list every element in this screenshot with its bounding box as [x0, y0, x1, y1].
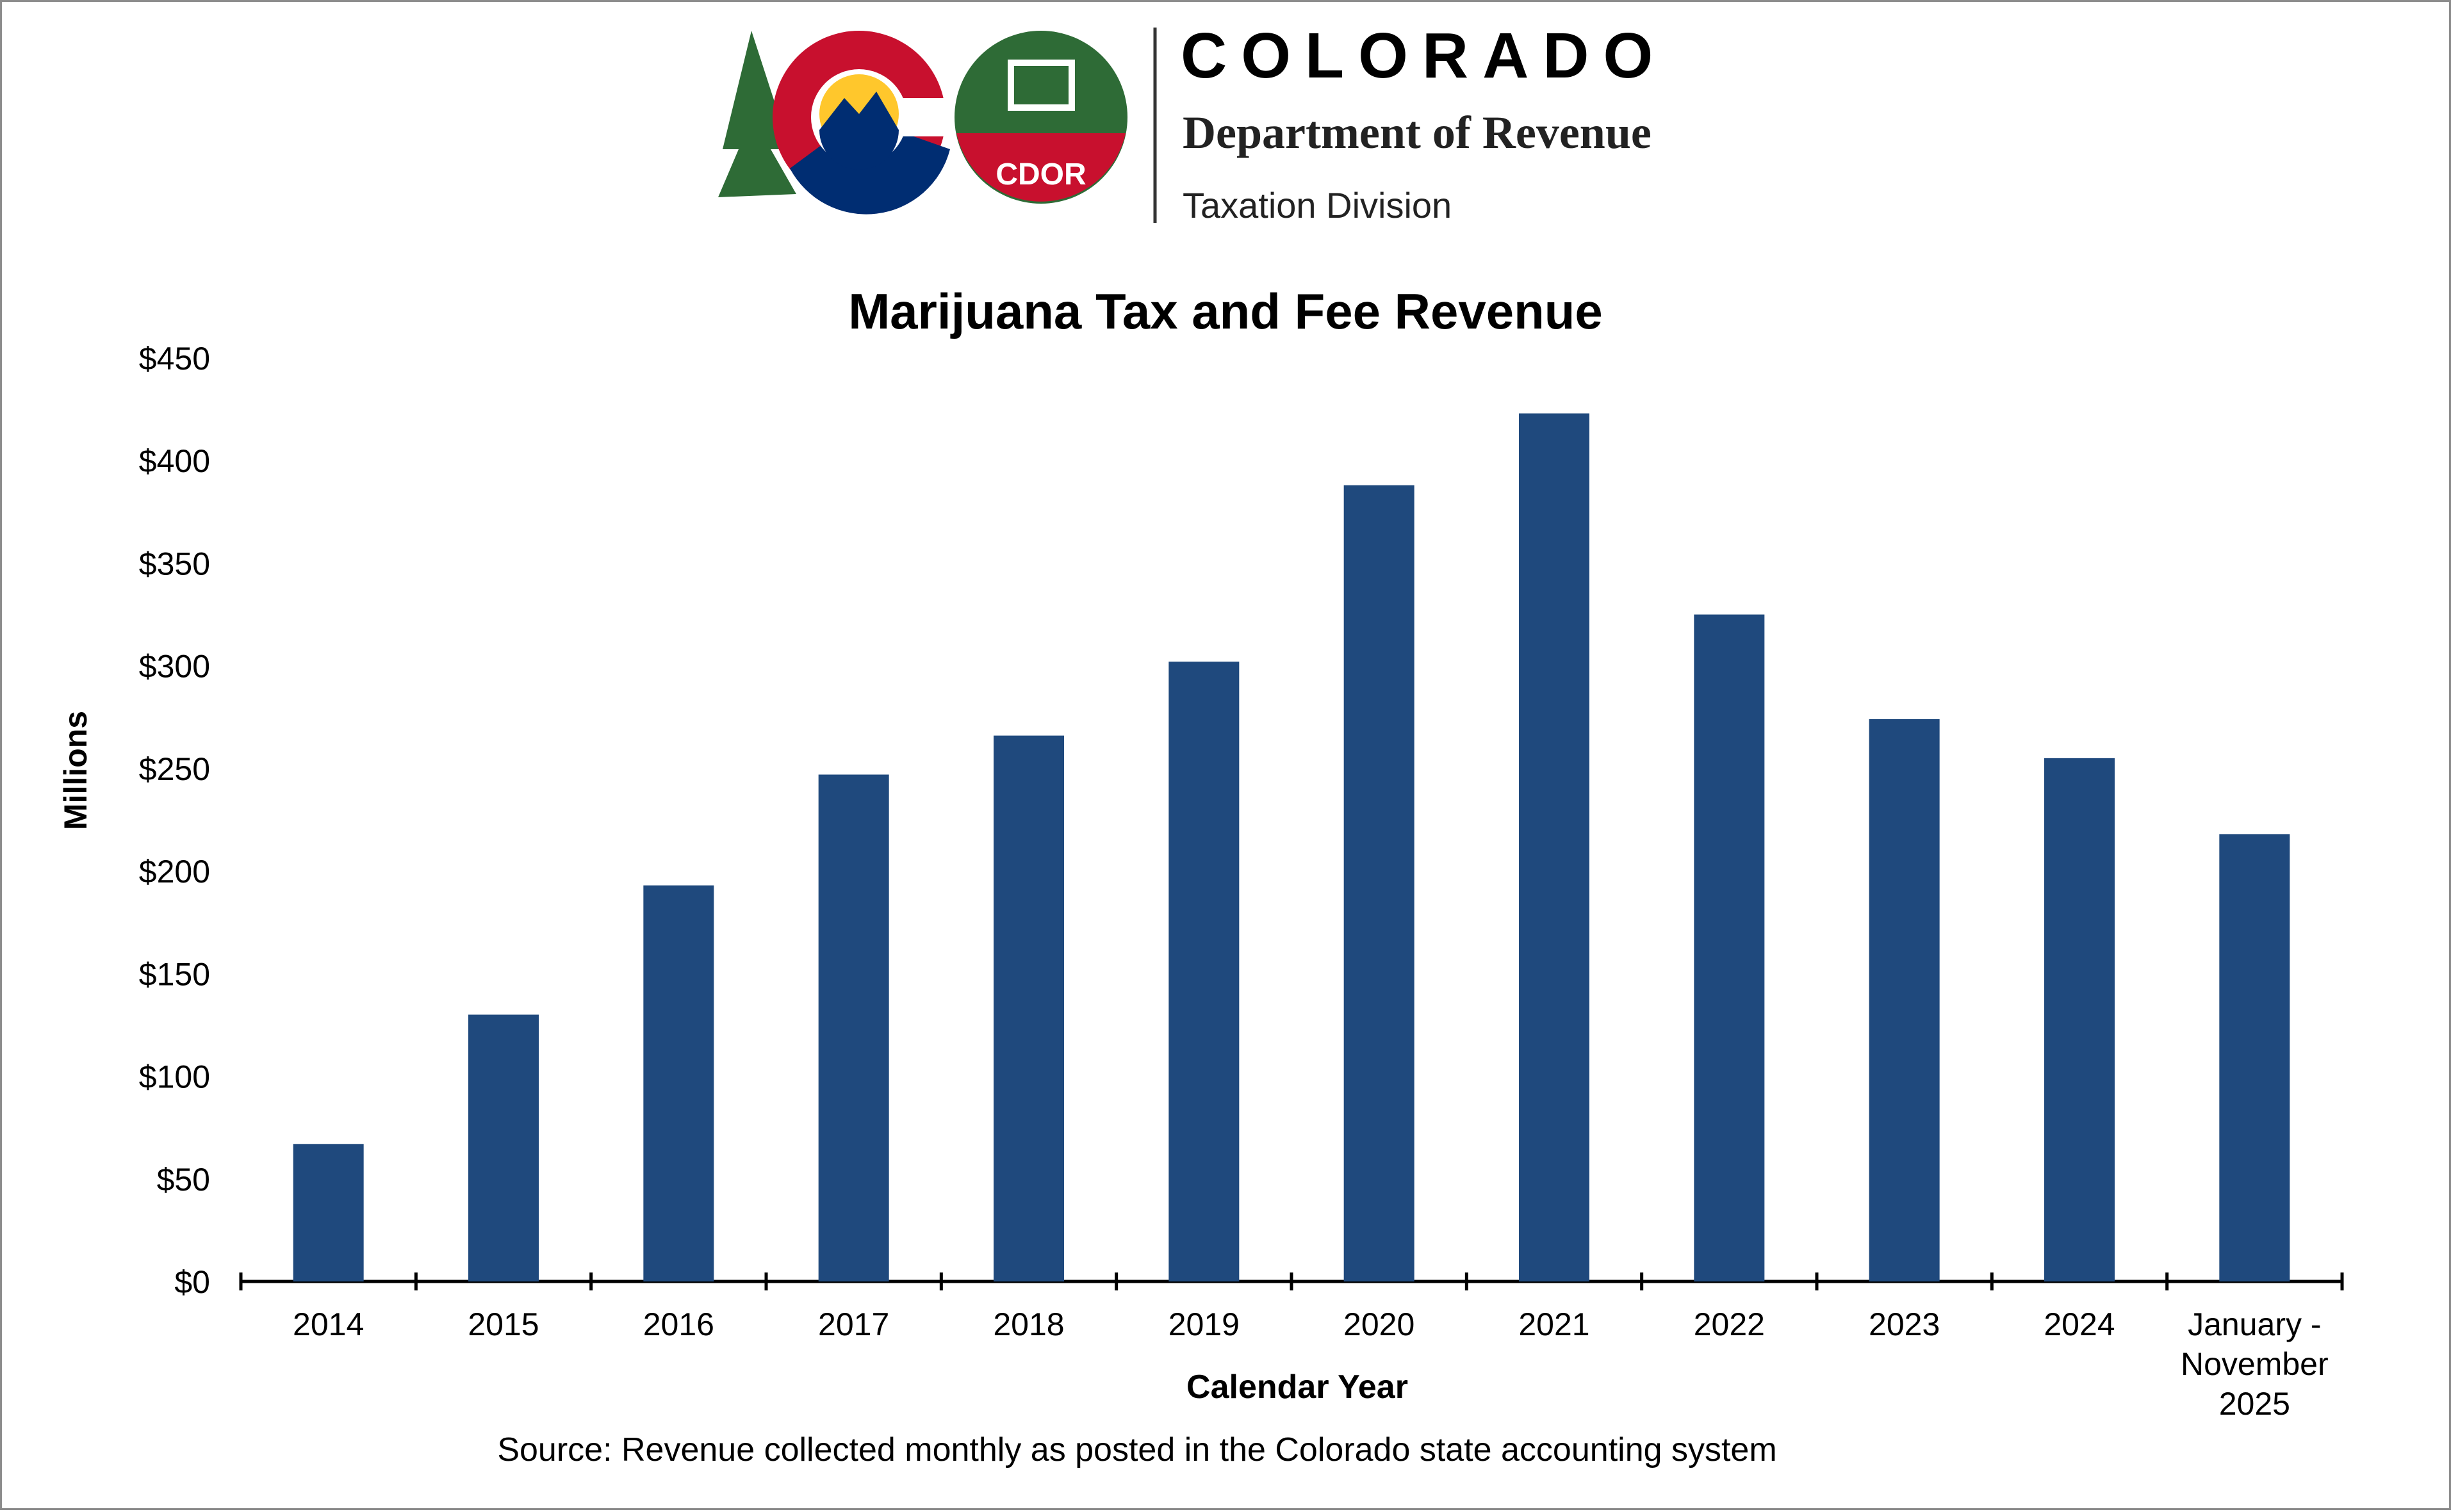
x-tick-label: 2015 [468, 1306, 539, 1342]
y-tick-label: $0 [174, 1264, 210, 1300]
bar-2014 [293, 1144, 364, 1281]
department-name: Department of Revenue [1183, 107, 1652, 158]
y-tick-label: $250 [139, 751, 210, 787]
bar-2018 [994, 735, 1064, 1281]
bar-2021 [1519, 413, 1589, 1281]
cdor-badge-text: CDOR [996, 158, 1086, 191]
y-axis-label: Millions [58, 711, 94, 830]
cdor-seal: CDOR [955, 31, 1127, 204]
x-tick-label-line: 2024 [2044, 1306, 2115, 1342]
x-tick-label-line: 2022 [1694, 1306, 1765, 1342]
x-tick-label-line: 2019 [1168, 1306, 1240, 1342]
x-axis-label: Calendar Year [1186, 1369, 1408, 1406]
x-tick-label: 2018 [993, 1306, 1064, 1342]
colorado-wordmark: COLORADO [1181, 20, 1667, 92]
y-tick-label: $450 [139, 341, 210, 377]
x-tick-label-line: 2015 [468, 1306, 539, 1342]
x-tick-label-line: 2021 [1518, 1306, 1589, 1342]
bar-2024 [2044, 758, 2115, 1281]
x-tick-label-line: 2018 [993, 1306, 1064, 1342]
x-tick-label: 2020 [1343, 1306, 1414, 1342]
x-tick-label-line: 2016 [643, 1306, 714, 1342]
x-tick-label-line: 2020 [1343, 1306, 1414, 1342]
x-tick-label-line: November [2181, 1346, 2329, 1382]
x-tick-label: 2022 [1694, 1306, 1765, 1342]
bar-2020 [1343, 485, 1414, 1281]
y-tick-label: $300 [139, 649, 210, 685]
y-tick-label: $100 [139, 1059, 210, 1095]
x-tick-label: 2014 [293, 1306, 364, 1342]
source-note: Source: Revenue collected monthly as pos… [497, 1431, 1776, 1468]
x-tick-label-line: January - [2188, 1306, 2321, 1342]
x-tick-label-line: 2023 [1869, 1306, 1940, 1342]
x-tick-label-line: 2017 [818, 1306, 889, 1342]
x-tick-label: January - November 2025 [2181, 1306, 2329, 1422]
x-tick-label-line: 2014 [293, 1306, 364, 1342]
x-tick-label: 2019 [1168, 1306, 1240, 1342]
chart-title: Marijuana Tax and Fee Revenue [848, 283, 1603, 339]
y-tick-label: $150 [139, 956, 210, 992]
y-tick-label: $350 [139, 546, 210, 581]
x-tick-label: 2023 [1869, 1306, 1940, 1342]
bar-2023 [1869, 719, 1940, 1281]
x-tick-label: 2016 [643, 1306, 714, 1342]
x-tick-label: 2021 [1518, 1306, 1589, 1342]
tree-icon [718, 31, 796, 197]
bar-2017 [818, 774, 889, 1281]
x-tick-label: 2017 [818, 1306, 889, 1342]
y-tick-label: $400 [139, 443, 210, 479]
bar-2015 [468, 1014, 539, 1281]
division-name: Taxation Division [1183, 185, 1452, 225]
x-tick-label-line: 2025 [2219, 1386, 2290, 1422]
colorado-c-logo [773, 31, 956, 215]
y-tick-label: $50 [157, 1162, 210, 1198]
bar-2019 [1168, 662, 1240, 1281]
x-tick-label: 2024 [2044, 1306, 2115, 1342]
y-tick-label: $200 [139, 854, 210, 890]
colorado-cdor-logo: CDOR COLORADO Department of Revenue Taxa… [718, 20, 1667, 225]
bar-2022 [1694, 614, 1765, 1281]
bar-2016 [643, 885, 714, 1281]
bar-january-november-2025 [2219, 834, 2290, 1281]
